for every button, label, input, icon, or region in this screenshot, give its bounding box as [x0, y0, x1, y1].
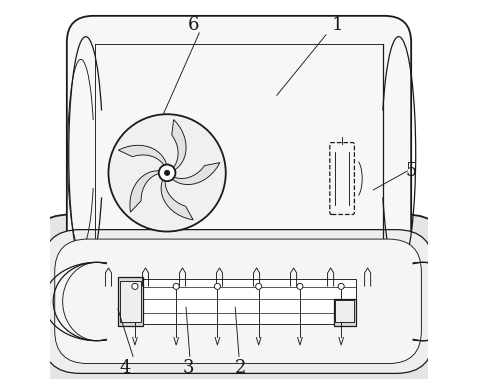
- Text: 5: 5: [405, 162, 417, 180]
- Bar: [120, 279, 356, 324]
- Circle shape: [297, 283, 303, 290]
- FancyBboxPatch shape: [54, 239, 422, 364]
- Polygon shape: [130, 171, 164, 212]
- Circle shape: [173, 283, 179, 290]
- Bar: [118, 277, 142, 326]
- Text: 4: 4: [120, 359, 131, 377]
- Circle shape: [338, 283, 344, 290]
- Circle shape: [164, 170, 170, 176]
- Bar: [336, 299, 354, 322]
- Text: 2: 2: [235, 359, 247, 377]
- Circle shape: [215, 283, 220, 290]
- Text: 3: 3: [182, 359, 194, 377]
- Circle shape: [159, 165, 175, 181]
- FancyBboxPatch shape: [27, 214, 449, 380]
- Polygon shape: [161, 176, 193, 220]
- Polygon shape: [170, 163, 220, 185]
- Bar: [120, 281, 141, 322]
- Text: 1: 1: [332, 16, 343, 34]
- Polygon shape: [170, 119, 186, 171]
- Bar: [334, 299, 356, 326]
- Text: 6: 6: [188, 16, 199, 34]
- FancyBboxPatch shape: [67, 16, 411, 294]
- Circle shape: [109, 114, 226, 231]
- Polygon shape: [119, 145, 167, 170]
- FancyBboxPatch shape: [42, 230, 434, 374]
- Circle shape: [132, 283, 138, 290]
- Circle shape: [256, 283, 261, 290]
